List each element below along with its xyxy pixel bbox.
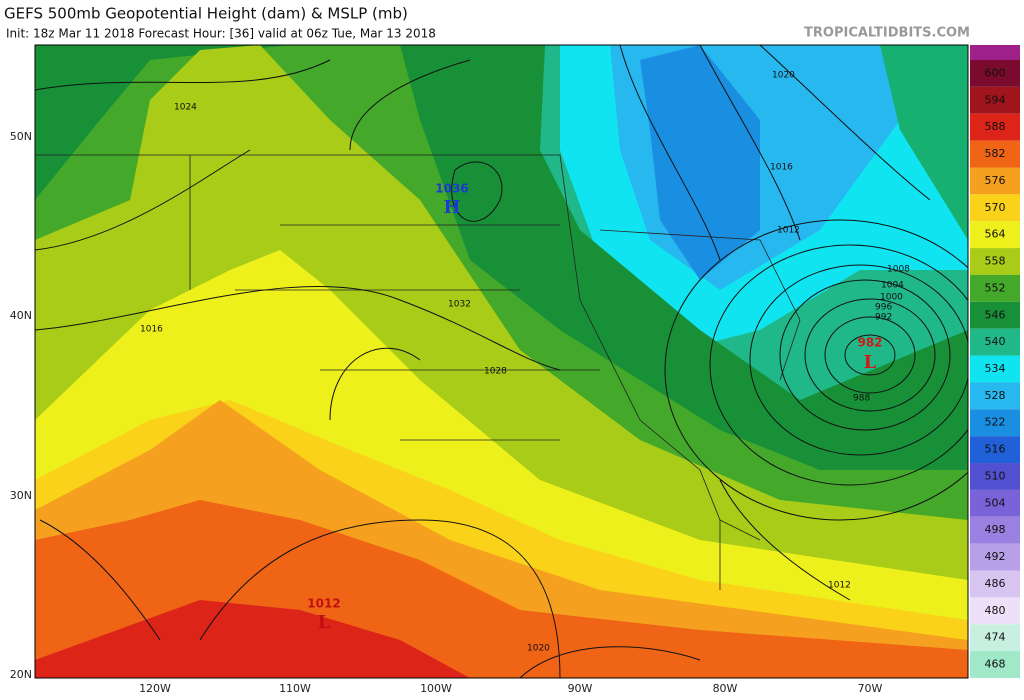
colorbar-swatch: [970, 570, 1020, 598]
colorbar-swatch: [970, 194, 1020, 222]
colorbar-swatch: [970, 355, 1020, 383]
colorbar-swatch: [970, 45, 1020, 60]
colorbar-swatch: [970, 516, 1020, 544]
map: 1024 1016 1032 1028 1016 1012 1008 1004 …: [10, 44, 969, 695]
colorbar-label: 540: [985, 335, 1006, 348]
colorbar-swatch: [970, 651, 1020, 678]
colorbar-label: 504: [985, 496, 1006, 509]
colorbar: 600 594 588 582 576 570 564 558 552 546 540 534 528 5…: [970, 45, 1020, 678]
latitude-label: 20N: [10, 668, 32, 681]
colorbar-swatch: [970, 463, 1020, 490]
colorbar-label: 576: [985, 174, 1006, 187]
latitude-label: 30N: [10, 489, 32, 502]
state-borders: [35, 154, 801, 590]
contour-label: 1000: [880, 293, 903, 303]
contour-label: 1032: [448, 300, 471, 310]
latitude-label: 50N: [10, 130, 32, 143]
contour-label: 1020: [527, 644, 550, 654]
contour-label: 1024: [174, 103, 197, 113]
colorbar-label: 528: [985, 389, 1006, 402]
longitude-label: 80W: [713, 682, 738, 695]
low-pressure-value: 1012: [307, 597, 340, 611]
title: GEFS 500mb Geopotential Height (dam) & M…: [4, 5, 408, 23]
longitude-label: 100W: [420, 682, 452, 695]
colorbar-label: 552: [985, 281, 1006, 294]
colorbar-swatch: [970, 409, 1020, 437]
colorbar-label: 522: [985, 416, 1006, 429]
longitude-label: 110W: [279, 682, 311, 695]
longitude-label: 70W: [858, 682, 883, 695]
colorbar-swatch: [970, 489, 1020, 517]
colorbar-label: 594: [985, 93, 1006, 106]
colorbar-label: 564: [985, 228, 1006, 241]
contour-label: 1008: [887, 265, 910, 275]
contour-label: 996: [875, 303, 892, 313]
colorbar-label: 468: [985, 658, 1006, 671]
colorbar-label: 600: [985, 66, 1006, 79]
isobars: [35, 45, 931, 678]
contour-label: 1016: [140, 325, 163, 335]
colorbar-label: 498: [985, 523, 1006, 536]
colorbar-label: 546: [985, 308, 1006, 321]
contour-label: 1012: [828, 581, 851, 591]
contour-label: 1012: [777, 226, 800, 236]
low-pressure-marker: L: [318, 612, 331, 633]
height-band: [880, 45, 968, 240]
colorbar-swatch: [970, 221, 1020, 249]
height-band: [35, 600, 470, 678]
colorbar-swatch: [970, 543, 1020, 571]
longitude-label: 120W: [139, 682, 171, 695]
colorbar-swatch: [970, 597, 1020, 625]
colorbar-label: 558: [985, 255, 1006, 268]
contour-label: 1004: [881, 281, 904, 291]
low-pressure-marker: L: [864, 352, 877, 373]
colorbar-swatch: [970, 113, 1020, 141]
height-band: [640, 45, 760, 280]
colorbar-label: 588: [985, 120, 1006, 133]
colorbar-swatch: [970, 60, 1020, 87]
colorbar-label: 534: [985, 362, 1006, 375]
low-isobars: [664, 219, 968, 521]
colorbar-label: 474: [985, 631, 1006, 644]
colorbar-swatch: [970, 248, 1020, 275]
colorbar-label: 486: [985, 577, 1006, 590]
high-pressure-value: 1036: [435, 182, 468, 196]
map-frame: [34, 44, 969, 679]
colorbar-swatch: [970, 624, 1020, 652]
contour-label: 992: [875, 313, 892, 323]
contour-label: 1016: [770, 163, 793, 173]
colorbar-swatch: [970, 301, 1020, 329]
colorbar-swatch: [970, 140, 1020, 168]
longitude-label: 90W: [568, 682, 593, 695]
colorbar-swatch: [970, 382, 1020, 410]
colorbar-label: 570: [985, 201, 1006, 214]
colorbar-swatch: [970, 328, 1020, 356]
colorbar-label: 582: [985, 147, 1006, 160]
colorbar-label: 516: [985, 443, 1006, 456]
colorbar-label: 510: [985, 469, 1006, 482]
contour-label: 1028: [484, 367, 507, 377]
colorbar-label: 492: [985, 550, 1006, 563]
colorbar-swatch: [970, 436, 1020, 464]
low-pressure-value: 982: [857, 336, 882, 350]
subtitle: Init: 18z Mar 11 2018 Forecast Hour: [36…: [6, 27, 436, 41]
brand: TROPICALTIDBITS.COM: [804, 26, 970, 41]
colorbar-swatch: [970, 274, 1020, 302]
colorbar-swatch: [970, 167, 1020, 195]
latitude-label: 40N: [10, 309, 32, 322]
high-pressure-marker: H: [443, 197, 460, 218]
contour-label: 988: [853, 394, 870, 404]
colorbar-swatch: [970, 86, 1020, 114]
contour-label: 1020: [772, 71, 795, 81]
colorbar-label: 480: [985, 604, 1006, 617]
